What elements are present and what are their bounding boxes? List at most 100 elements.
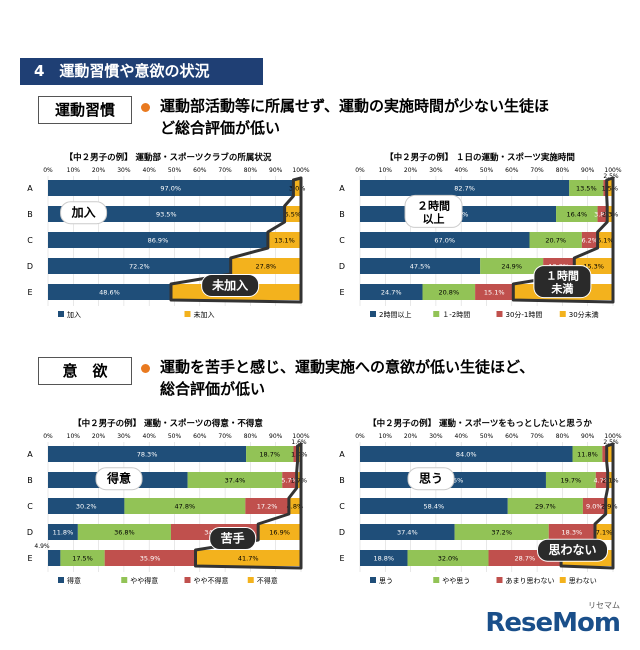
- bar-segment: [48, 446, 247, 462]
- x-tick-label: 20%: [92, 433, 106, 440]
- bar-segment: [597, 206, 608, 222]
- legend-swatch: [184, 577, 191, 583]
- bottom-small-label: 4.9%: [34, 543, 50, 550]
- data-label: 1.5%: [602, 185, 619, 193]
- category-label: C: [339, 236, 345, 245]
- data-label: 13.1%: [274, 237, 295, 245]
- bar-segment: [48, 180, 294, 196]
- category-label: A: [339, 450, 345, 459]
- data-label: 86.9%: [148, 237, 169, 245]
- bar-segment: [545, 472, 596, 488]
- category-label: D: [27, 528, 33, 537]
- x-tick-label: 0%: [43, 167, 53, 174]
- category-label: C: [339, 502, 345, 511]
- x-tick-label: 100%: [604, 433, 621, 440]
- legend-swatch: [247, 577, 254, 583]
- section-title-banner: 4 運動習慣や意欲の状況: [20, 58, 263, 85]
- bar-segment: [454, 524, 549, 540]
- highlight-outline: [169, 176, 303, 304]
- data-label: 30.2%: [76, 503, 97, 511]
- data-label: 28.7%: [515, 555, 536, 563]
- bar-segment: [603, 180, 607, 196]
- chart-title: 【中２男子の例】 運動・スポーツをもっとしたいと思うか: [368, 418, 592, 429]
- callout-text: 得意: [106, 471, 131, 486]
- callout-bubble: [95, 467, 143, 491]
- x-tick-label: 100%: [292, 167, 309, 174]
- bar-segment: [48, 550, 61, 566]
- x-tick-label: 50%: [168, 433, 182, 440]
- data-label: 5.7%: [281, 477, 298, 485]
- bar-segment: [607, 206, 613, 222]
- x-tick-label: 10%: [379, 433, 393, 440]
- legend-swatch: [433, 311, 440, 317]
- data-label: 82.7%: [454, 185, 475, 193]
- x-tick-label: 30%: [117, 167, 131, 174]
- x-tick-label: 90%: [581, 167, 595, 174]
- bar-segment: [282, 472, 297, 488]
- bar-segment: [602, 446, 607, 462]
- bar-segment: [48, 524, 78, 540]
- legend-label: 未加入: [194, 310, 215, 319]
- legend-label: 30分未満: [569, 310, 599, 319]
- bar-segment: [258, 524, 301, 540]
- x-tick-label: 10%: [67, 433, 81, 440]
- category-label: D: [339, 528, 345, 537]
- highlight-outline: [511, 176, 615, 304]
- legend-label: 2時間以上: [379, 310, 411, 319]
- data-label: 16.4%: [566, 211, 587, 219]
- data-label: 47.5%: [410, 263, 431, 271]
- legend-label: やや思う: [442, 577, 470, 585]
- x-tick-label: 40%: [143, 167, 157, 174]
- bar-segment: [195, 550, 301, 566]
- bullet-dot: [141, 103, 150, 112]
- data-label: 4.8%: [287, 503, 304, 511]
- data-label: 16.9%: [269, 529, 290, 537]
- motivation-bullet-line1: 運動を苦手と感じ、運動実施への意欲が低い生徒ほど、: [160, 358, 535, 376]
- x-tick-label: 70%: [530, 433, 544, 440]
- bullet-dot: [141, 364, 150, 373]
- data-label: 97.0%: [160, 185, 181, 193]
- bar-segment: [595, 524, 613, 540]
- highlight-outline: [194, 442, 303, 570]
- motivation-tag: 意 欲: [38, 357, 132, 385]
- data-label: 6.5%: [285, 211, 302, 219]
- x-tick-label: 30%: [429, 433, 443, 440]
- bar-segment: [267, 232, 301, 248]
- x-tick-label: 100%: [292, 433, 309, 440]
- bar-segment: [284, 206, 301, 222]
- x-tick-label: 60%: [193, 167, 207, 174]
- bar-segment: [605, 498, 613, 514]
- callout-text: 苦手: [221, 531, 245, 546]
- data-label: 37.2%: [491, 529, 512, 537]
- callout-text: 未加入: [211, 278, 248, 293]
- category-label: B: [339, 210, 345, 219]
- category-label: B: [27, 210, 33, 219]
- legend-label: 加入: [67, 310, 81, 319]
- category-label: A: [339, 184, 345, 193]
- legend-label: 思わない: [569, 577, 597, 585]
- bar-segment: [606, 180, 613, 196]
- callout-text: 未満: [550, 282, 573, 296]
- callout-bubble: [209, 527, 257, 550]
- bar-segment: [48, 258, 231, 274]
- data-label: 6.1%: [597, 237, 614, 245]
- x-tick-label: 20%: [92, 167, 106, 174]
- bar-segment: [475, 284, 514, 300]
- x-tick-label: 10%: [67, 167, 81, 174]
- data-label: 84.0%: [456, 451, 477, 459]
- legend-swatch: [58, 311, 64, 317]
- x-tick-label: 0%: [43, 433, 53, 440]
- highlight-outline: [559, 442, 615, 570]
- category-label: A: [27, 184, 33, 193]
- bar-segment: [48, 498, 125, 514]
- x-tick-label: 100%: [604, 167, 621, 174]
- bar-segment: [360, 284, 423, 300]
- legend-swatch: [58, 577, 64, 583]
- callout-text: 以上: [423, 211, 445, 225]
- x-tick-label: 0%: [355, 433, 365, 440]
- x-tick-label: 20%: [404, 433, 418, 440]
- x-tick-label: 80%: [244, 433, 258, 440]
- bar-segment: [48, 284, 171, 300]
- bar-segment: [582, 498, 606, 514]
- x-tick-label: 80%: [556, 433, 570, 440]
